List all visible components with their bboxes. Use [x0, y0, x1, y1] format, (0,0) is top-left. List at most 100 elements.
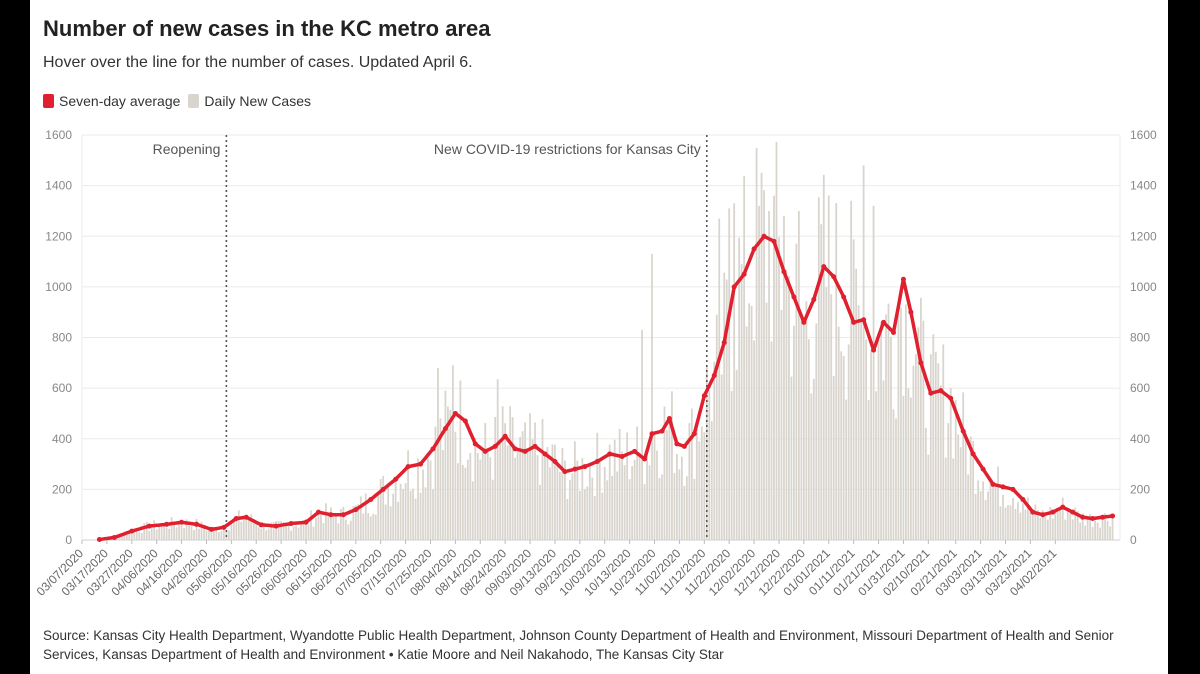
daily-bar: [566, 499, 569, 540]
daily-bar: [683, 485, 686, 540]
seven-day-average-point: [552, 459, 558, 465]
legend-item-daily-new-cases[interactable]: Daily New Cases: [188, 93, 311, 109]
daily-bar: [120, 536, 123, 540]
daily-bar: [265, 530, 268, 540]
daily-bar: [860, 318, 863, 540]
daily-bar: [1029, 510, 1032, 540]
daily-bar: [275, 520, 278, 540]
daily-bar: [270, 522, 273, 540]
y-tick-label-left: 400: [52, 432, 72, 446]
seven-day-average-point: [861, 317, 867, 323]
daily-bar: [521, 431, 524, 540]
daily-bar: [506, 445, 509, 540]
daily-bar: [678, 469, 681, 540]
daily-bar: [910, 397, 912, 540]
daily-bar: [847, 344, 850, 540]
seven-day-average-point: [208, 526, 214, 532]
seven-day-average-point: [1040, 512, 1046, 518]
daily-bar: [1081, 513, 1084, 540]
daily-bar: [474, 438, 477, 540]
daily-bar: [302, 520, 305, 540]
daily-bar: [442, 450, 444, 540]
daily-bar: [290, 530, 292, 540]
seven-day-average-point: [980, 466, 986, 472]
seven-day-average-point: [522, 448, 528, 454]
daily-bar: [559, 471, 561, 540]
daily-bar: [611, 476, 614, 540]
daily-bar: [394, 481, 397, 540]
daily-bar: [409, 490, 412, 540]
daily-bar: [516, 451, 519, 540]
seven-day-average-point: [315, 509, 321, 515]
legend-swatch-red: [43, 94, 54, 108]
legend-label: Daily New Cases: [204, 93, 312, 109]
daily-bar: [713, 361, 716, 540]
daily-bar: [163, 522, 166, 540]
daily-bar: [230, 523, 233, 540]
seven-day-average-point: [492, 443, 498, 449]
daily-bar: [845, 399, 848, 540]
daily-bar: [193, 530, 195, 540]
daily-bar: [758, 205, 760, 540]
daily-bar: [603, 466, 606, 540]
daily-bar: [539, 484, 541, 540]
daily-bar: [673, 473, 676, 540]
daily-bar: [1086, 519, 1089, 540]
daily-bar: [695, 423, 698, 540]
daily-bar: [364, 493, 367, 540]
daily-bar: [1054, 508, 1057, 540]
seven-day-average-point: [96, 536, 102, 542]
y-tick-label-right: 1000: [1130, 280, 1157, 294]
seven-day-average-point: [908, 309, 914, 315]
daily-bar: [1007, 505, 1009, 540]
daily-bar: [917, 327, 920, 540]
daily-bar: [210, 530, 213, 540]
daily-bar: [359, 496, 362, 540]
daily-bar: [997, 466, 999, 540]
daily-bar: [317, 510, 320, 540]
daily-bar: [397, 501, 400, 540]
daily-bar: [979, 491, 982, 540]
daily-bar: [447, 406, 449, 540]
daily-bar: [929, 354, 932, 540]
daily-bar: [755, 147, 758, 540]
seven-day-average-point: [928, 390, 934, 396]
daily-bar: [735, 369, 738, 540]
y-tick-label-right: 1600: [1130, 128, 1157, 142]
seven-day-average-point: [674, 441, 680, 447]
daily-bar: [499, 443, 502, 540]
daily-bar: [1009, 505, 1012, 540]
daily-bar: [128, 531, 131, 540]
seven-day-average-point: [831, 274, 837, 280]
daily-bar: [1022, 503, 1024, 540]
daily-bar: [489, 457, 492, 540]
daily-bar: [155, 529, 158, 540]
daily-bar: [439, 418, 442, 540]
seven-day-average-point: [731, 284, 737, 290]
y-tick-label-right: 200: [1130, 482, 1150, 496]
daily-bar: [354, 505, 357, 540]
daily-bar: [927, 454, 930, 540]
daily-bar: [262, 522, 265, 540]
daily-bar: [907, 388, 910, 540]
seven-day-average-point: [1030, 509, 1036, 515]
daily-bar: [797, 210, 800, 540]
daily-bar: [549, 467, 551, 540]
daily-bar: [850, 200, 853, 540]
seven-day-average-point: [303, 519, 309, 525]
seven-day-average-point: [781, 269, 787, 275]
seven-day-average-point: [462, 418, 468, 424]
y-tick-label-left: 1200: [45, 229, 72, 243]
daily-bar: [1074, 507, 1077, 540]
daily-bar: [780, 310, 783, 540]
daily-bar: [504, 423, 507, 540]
daily-bar: [885, 314, 887, 540]
daily-bar: [773, 195, 775, 540]
daily-bar: [974, 493, 977, 540]
daily-bar: [118, 535, 121, 540]
seven-day-average-point: [900, 276, 906, 282]
seven-day-average-point: [258, 522, 264, 528]
daily-bar: [596, 432, 599, 540]
legend-item-seven-day-average[interactable]: Seven-day average: [43, 93, 180, 109]
